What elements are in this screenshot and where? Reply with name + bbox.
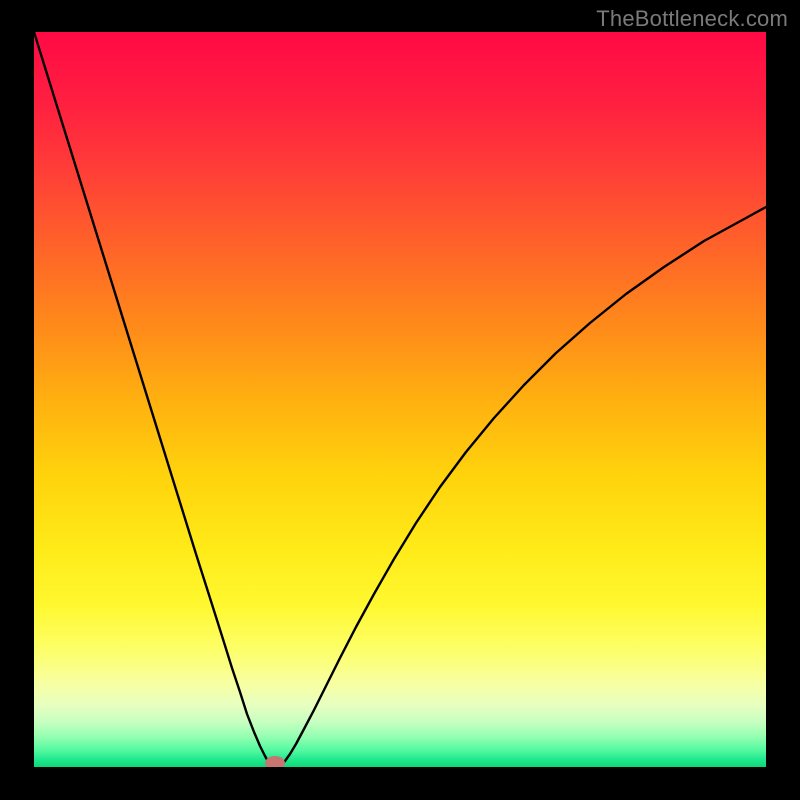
chart-area [34, 32, 766, 767]
chart-background [34, 32, 766, 767]
watermark-text: TheBottleneck.com [596, 6, 788, 32]
chart-svg [34, 32, 766, 767]
